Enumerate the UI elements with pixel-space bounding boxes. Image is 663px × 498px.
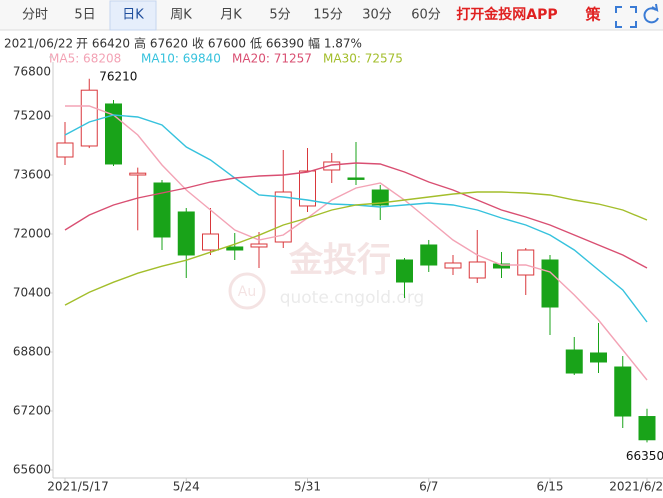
candle-body: [129, 172, 147, 176]
candle-body: [541, 259, 559, 308]
tab[interactable]: 周K: [170, 8, 192, 23]
tab[interactable]: 日K: [122, 8, 144, 23]
y-tick-label: 72000: [13, 227, 51, 241]
strategy-icon[interactable]: 策: [584, 6, 601, 24]
info-item: 高 67620: [134, 36, 188, 51]
x-tick-label: 5/31: [294, 480, 321, 494]
max-label: 76210: [99, 69, 137, 83]
candle-body: [493, 263, 510, 269]
info-item: 收 67600: [192, 37, 246, 51]
app-button[interactable]: 打开金投网APP: [456, 6, 557, 23]
x-tick-label: 6/15: [537, 480, 564, 494]
tab-selected-bg: [109, 0, 157, 31]
candle-body: [250, 243, 268, 248]
tab[interactable]: 分时: [22, 8, 48, 23]
ma-line: [64, 162, 648, 269]
candle-body: [177, 211, 195, 256]
tab[interactable]: 5分: [269, 8, 290, 23]
legend-item: MA30: 72575: [323, 52, 403, 66]
legend-item: MA20: 71257: [232, 52, 312, 66]
tabs: 分时 5日 日K 周K 月K 5分 15分 30分 60分: [22, 0, 441, 31]
x-tick-label: 5/24: [173, 480, 200, 494]
watermark: Au 金投行 quote.cngold.org: [228, 241, 425, 310]
min-label: 66350: [626, 449, 663, 463]
ma-line: [64, 191, 648, 306]
plot: 65600 67200 68800 70400 72000 73600 75200 76800…: [13, 56, 663, 494]
candle-body: [420, 244, 438, 266]
tab[interactable]: 30分: [362, 8, 392, 23]
y-tick-label: 73600: [13, 168, 51, 182]
tab[interactable]: 5日: [74, 8, 95, 23]
watermark-brand: 金投行: [288, 241, 391, 281]
y-tick-label: 67200: [13, 404, 51, 418]
candle-body: [202, 233, 219, 251]
candle-body: [274, 191, 292, 243]
info-line: 2021/06/22 开 66420 高 67620 收 67600 低 66390 幅 …: [4, 36, 362, 51]
tab[interactable]: 60分: [411, 8, 441, 23]
candle-body: [565, 349, 583, 374]
y-tick-label: 68800: [13, 345, 51, 359]
candle-body: [347, 177, 365, 180]
y-tick-label: 70400: [13, 286, 51, 300]
info-item: 2021/06/22: [4, 37, 73, 51]
candle-body: [517, 249, 535, 276]
y-tick-label: 76800: [13, 65, 51, 79]
candle-body: [56, 142, 74, 158]
candle-body: [638, 416, 656, 441]
watermark-logo: Au: [238, 284, 256, 300]
candle-body: [371, 189, 389, 206]
x-tick-label: 2021/5/17: [47, 480, 109, 494]
legend: MA5: 68208 MA10: 69840 MA20: 71257 MA30: 72…: [49, 52, 403, 66]
candle-body: [614, 366, 632, 417]
tab[interactable]: 月K: [220, 8, 242, 23]
watermark-logo-ring: [228, 272, 266, 310]
candle-body: [299, 170, 316, 207]
info-item: 低 66390: [250, 37, 304, 51]
candle-body: [590, 352, 607, 363]
candle-body: [468, 261, 486, 279]
tab[interactable]: 15分: [313, 8, 343, 23]
candle-body: [444, 262, 462, 269]
y-tick-label: 75200: [13, 109, 51, 123]
candle-body: [323, 161, 341, 171]
candle-body: [80, 89, 98, 147]
legend-item: MA5: 68208: [49, 52, 121, 66]
fullscreen-icon[interactable]: [615, 6, 637, 28]
ma-line: [65, 105, 648, 381]
candle-body: [226, 246, 244, 251]
candle-body: [153, 182, 171, 238]
info-item: 开 66420: [76, 37, 130, 51]
refresh-icon[interactable]: [643, 3, 659, 24]
legend-item: MA10: 69840: [141, 52, 221, 66]
x-tick-label: 2021/6/21: [609, 480, 663, 494]
candle-body: [396, 259, 413, 283]
y-tick-label: 65600: [13, 463, 51, 477]
x-tick-label: 6/7: [419, 480, 438, 494]
watermark-url: quote.cngold.org: [280, 288, 425, 308]
info-item: 幅 1.87%: [308, 36, 362, 51]
